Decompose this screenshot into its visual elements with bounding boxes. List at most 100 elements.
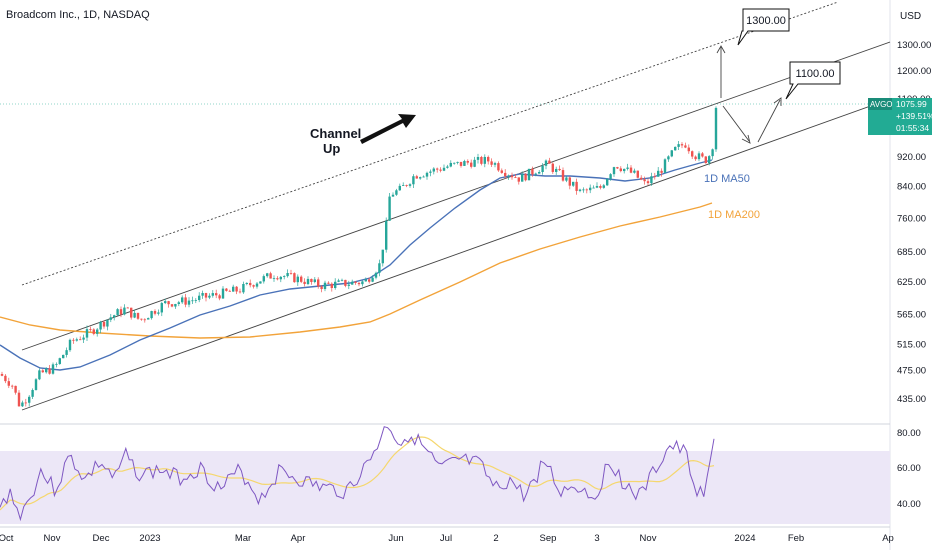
candle-body: [62, 354, 65, 359]
candle-body: [143, 319, 146, 321]
candle-body: [459, 161, 463, 166]
candle-body: [55, 363, 58, 365]
candle-body: [24, 402, 27, 404]
candle-body: [252, 285, 255, 287]
candle-body: [402, 185, 405, 186]
candle-body: [595, 186, 599, 188]
price-tick-label: 1300.00: [897, 40, 931, 51]
candle-body: [116, 309, 119, 316]
candle-body: [31, 389, 34, 397]
time-tick-label: Jul: [440, 533, 452, 544]
target-1100-label: 1100.00: [796, 68, 835, 80]
candle-body: [589, 187, 592, 191]
badge-symbol: AVGO: [870, 100, 893, 109]
candle-body: [708, 156, 711, 164]
candle-body: [650, 176, 653, 184]
candle-body: [660, 170, 663, 173]
channel-arrow-icon: [360, 114, 416, 144]
price-tick-label: 1200.00: [897, 66, 931, 77]
candle-body: [398, 185, 401, 191]
rsi-ma-line: [0, 436, 715, 511]
candle-body: [429, 171, 432, 173]
candle-body: [582, 189, 585, 191]
candle-body: [194, 300, 197, 301]
candle-body: [255, 283, 259, 287]
candle-body: [181, 297, 184, 303]
candle-body: [177, 302, 180, 304]
candle-body: [504, 172, 507, 177]
candle-body: [21, 402, 24, 407]
candle-body: [238, 291, 242, 293]
candle-body: [174, 303, 177, 307]
candle-body: [534, 173, 537, 175]
candle-body: [521, 173, 524, 182]
time-tick-label: Feb: [788, 533, 804, 544]
price-tick-label: 435.00: [897, 394, 926, 405]
candle-body: [306, 278, 310, 285]
candle-body: [45, 368, 48, 373]
candle-body: [157, 312, 160, 314]
candle-body: [286, 273, 289, 277]
candle-body: [153, 311, 157, 314]
candle-body: [565, 177, 568, 181]
candle-body: [480, 156, 483, 164]
candle-body: [92, 329, 95, 334]
candle-body: [218, 295, 221, 299]
candle-body: [470, 162, 473, 167]
candle-body: [41, 370, 44, 373]
badge-change: +139.51%: [896, 111, 932, 121]
candle-body: [211, 293, 214, 296]
candle-body: [133, 312, 136, 318]
candle-body: [510, 175, 514, 178]
candle-body: [395, 190, 398, 195]
candle-body: [371, 277, 374, 282]
candle-body: [126, 307, 129, 309]
candle-body: [629, 167, 633, 173]
candle-body: [657, 170, 660, 177]
candle-body: [636, 170, 639, 178]
candle-body: [85, 329, 89, 338]
candle-body: [79, 339, 82, 341]
ma50-line: [0, 159, 713, 371]
target-1300-callout: 1300.00: [737, 8, 790, 46]
candle-body: [714, 107, 718, 150]
candle-body: [184, 297, 187, 305]
badge-countdown: 01:55:34: [896, 123, 929, 133]
candle-body: [425, 172, 429, 177]
candle-body: [296, 276, 299, 283]
candle-body: [555, 168, 558, 172]
candle-body: [89, 329, 92, 330]
candle-body: [432, 168, 435, 172]
time-tick-label: Ap: [882, 533, 894, 544]
candle-body: [453, 162, 456, 164]
candle-body: [561, 170, 565, 181]
candle-body: [7, 381, 10, 386]
candle-body: [279, 276, 282, 280]
candle-body: [262, 276, 265, 282]
rsi-line: [0, 426, 715, 522]
price-tick-label: 475.00: [897, 366, 926, 377]
candle-body: [167, 301, 170, 305]
price-tick-label: 565.00: [897, 309, 926, 320]
candle-body: [538, 172, 541, 174]
time-axis-ticks: Oct Nov Dec 2023 Mar Apr Jun Jul 2 Sep 3 Nov 2024 Feb…: [0, 533, 894, 544]
candle-body: [14, 385, 17, 393]
rsi-axis-ticks: 40.00 60.00 80.00: [897, 428, 921, 510]
candle-body: [436, 168, 439, 170]
price-badge: AVGO 1075.99 +139.51% 01:55:34: [868, 98, 932, 135]
time-tick-label: 2024: [734, 533, 755, 544]
candle-body: [136, 312, 140, 319]
candle-body: [551, 163, 554, 172]
candle-body: [344, 279, 347, 286]
price-tick-label: 760.00: [897, 214, 926, 225]
candle-body: [208, 295, 211, 298]
candle-body: [109, 317, 112, 320]
candle-body: [160, 303, 163, 313]
candle-body: [497, 163, 500, 171]
candle-body: [653, 176, 656, 178]
candle-body: [463, 161, 466, 166]
candle-body: [113, 315, 116, 318]
candle-body: [48, 368, 51, 374]
candle-body: [191, 300, 194, 302]
